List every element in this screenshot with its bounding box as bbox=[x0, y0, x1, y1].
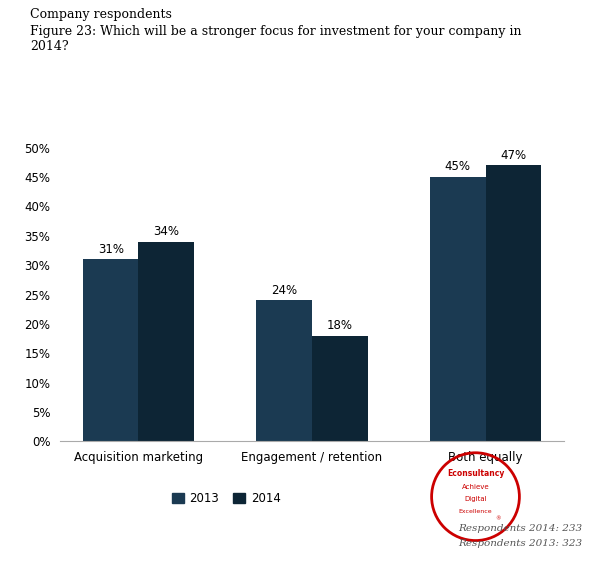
Text: 45%: 45% bbox=[445, 160, 471, 173]
Text: Respondents 2013: 323: Respondents 2013: 323 bbox=[458, 539, 582, 548]
Bar bbox=[139, 242, 194, 441]
Legend: 2013, 2014: 2013, 2014 bbox=[167, 487, 286, 509]
Text: Digital: Digital bbox=[464, 496, 487, 503]
Text: Econsultancy: Econsultancy bbox=[447, 469, 504, 478]
Bar bbox=[312, 336, 368, 441]
Bar bbox=[256, 301, 312, 441]
Text: Company respondents: Company respondents bbox=[30, 8, 172, 22]
Text: Achieve: Achieve bbox=[461, 484, 490, 490]
Text: Figure 23: Which will be a stronger focus for investment for your company in
201: Figure 23: Which will be a stronger focu… bbox=[30, 25, 521, 53]
Text: Excellence: Excellence bbox=[458, 509, 493, 514]
Bar bbox=[485, 165, 541, 441]
Text: ®: ® bbox=[495, 517, 500, 522]
Text: 24%: 24% bbox=[271, 284, 297, 297]
Text: Respondents 2014: 233: Respondents 2014: 233 bbox=[458, 524, 582, 533]
Text: 18%: 18% bbox=[327, 319, 353, 332]
Text: 34%: 34% bbox=[153, 225, 179, 238]
Text: 47%: 47% bbox=[500, 149, 526, 162]
Text: 31%: 31% bbox=[98, 243, 124, 256]
Bar bbox=[83, 259, 139, 441]
Bar bbox=[430, 177, 485, 441]
